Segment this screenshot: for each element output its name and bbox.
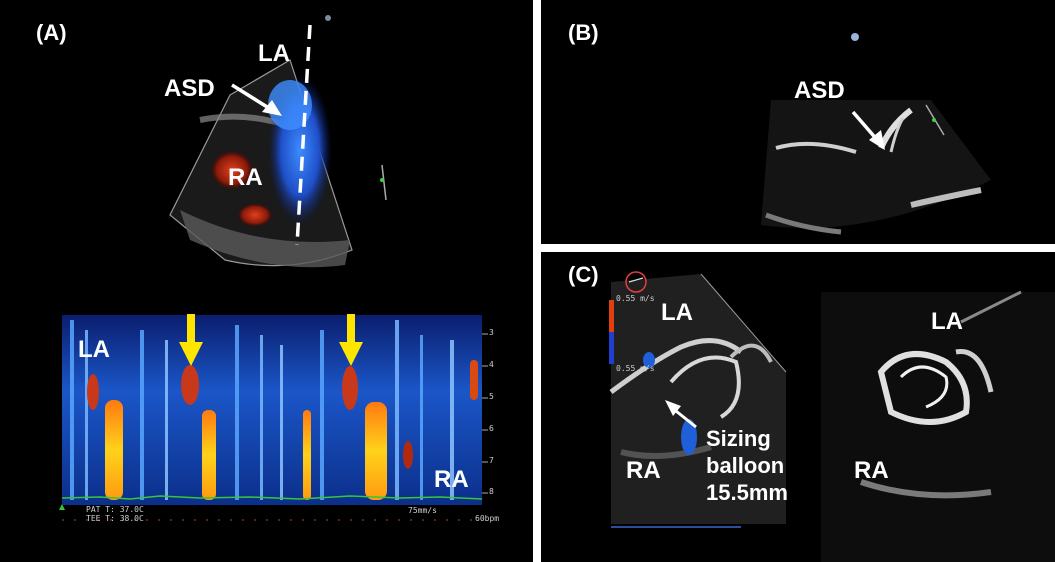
balloon-edge	[669, 355, 741, 419]
doppler-peak-4	[365, 402, 387, 500]
doppler-peak-5	[470, 360, 478, 400]
sector-edge-c	[700, 273, 787, 373]
depth-tick-5: 5	[489, 392, 494, 401]
depth-tick-7: 7	[489, 456, 494, 465]
orientation-indicator	[628, 277, 644, 283]
orientation-icon	[625, 271, 647, 293]
footer-heart-rate: 60bpm	[475, 514, 500, 523]
label-ra-top: RA	[228, 164, 263, 191]
tissue-lower-left	[765, 212, 842, 235]
reversal-4	[403, 441, 413, 469]
focus-marker	[380, 178, 384, 182]
asd-arrow-line	[231, 83, 273, 112]
septum-flap-left	[889, 117, 905, 153]
echo-sector-c-left	[611, 274, 786, 524]
depth-tick-3: 3	[489, 328, 494, 337]
panel-a: (A) LA ASD RA LA RA 3 4 5 6 7 8 PAT T: 3…	[0, 0, 533, 562]
3d-render-area	[821, 292, 1055, 562]
label-la-c-right: LA	[931, 308, 963, 335]
doppler-peak-3	[303, 410, 311, 500]
balloon-line-3: 15.5mm	[706, 480, 788, 505]
panel-a-letter: (A)	[36, 20, 67, 45]
label-ra-bottom: RA	[434, 466, 469, 493]
3d-balloon-inner	[899, 365, 949, 409]
depth-tick-8: 8	[489, 487, 494, 496]
panel-a-graphics	[59, 15, 488, 521]
balloon-top	[729, 343, 773, 363]
panel-b-letter: (B)	[568, 20, 599, 45]
echo-sector-b	[761, 100, 991, 228]
blue-flow-c-small	[643, 352, 655, 368]
balloon-arrow-head	[665, 400, 681, 416]
reversal-1	[87, 374, 99, 410]
panel-b: (B) ASD	[541, 0, 1055, 244]
red-flow-ra	[210, 150, 254, 190]
spectral-doppler	[62, 315, 482, 505]
blue-flow-top	[268, 80, 312, 130]
3d-tissue	[860, 479, 992, 499]
reversal-2	[181, 365, 199, 405]
yellow-arrow-1	[179, 314, 203, 366]
tissue-band	[180, 210, 350, 268]
label-ra-c-left: RA	[626, 457, 661, 484]
footer-sweep-speed: 75mm/s	[408, 506, 437, 515]
probe-dot-b	[851, 33, 859, 41]
tissue-lower-right	[910, 187, 982, 208]
reversal-3	[342, 366, 358, 410]
scale-bottom-label: 0.55 m/s	[616, 364, 655, 373]
doppler-peak-2	[202, 410, 216, 500]
label-la-bottom: LA	[78, 336, 110, 363]
asd-arrow-head	[262, 100, 282, 116]
label-la-c-left: LA	[661, 299, 693, 326]
panel-c-graphics	[609, 271, 1055, 562]
depth-ticks	[482, 333, 488, 494]
color-scale-blue	[609, 332, 614, 364]
red-flow-small	[237, 203, 273, 227]
depth-tick-6: 6	[489, 424, 494, 433]
3d-balloon-outline	[877, 351, 970, 425]
doppler-peak-1	[105, 400, 123, 500]
label-ra-c-right: RA	[854, 457, 889, 484]
tissue-c-left	[620, 444, 712, 459]
ecg-trace	[61, 495, 483, 500]
label-sizing-balloon: Sizing balloon 15.5mm	[706, 425, 788, 506]
footer-tee-temp: TEE T: 38.0C	[86, 514, 144, 523]
panel-b-graphics	[761, 33, 991, 235]
probe-dot	[325, 15, 331, 21]
footer-pat-temp: PAT T: 37.0C	[86, 505, 144, 514]
blue-flow-c	[681, 419, 697, 455]
panel-c: (C) 0.55 m/s 0.55 m/s LA RA Sizing ballo…	[541, 252, 1055, 562]
focus-marker-b	[932, 118, 936, 122]
3d-septum	[955, 349, 994, 393]
doppler-streaks	[70, 320, 454, 500]
label-asd-a: ASD	[164, 75, 215, 102]
balloon-wall-left	[609, 338, 743, 395]
depth-marker	[381, 164, 387, 201]
septum-line-left	[775, 141, 857, 154]
scale-top-label: 0.55 m/s	[616, 294, 655, 303]
balloon-line-1: Sizing	[706, 426, 771, 451]
balloon-line-2: balloon	[706, 453, 785, 478]
depth-tick-4: 4	[489, 360, 494, 369]
3d-edge	[960, 290, 1022, 324]
panel-c-letter: (C)	[568, 262, 599, 287]
label-la-top: LA	[258, 40, 290, 67]
label-asd-b: ASD	[794, 77, 845, 104]
asd-arrow-b-head	[869, 130, 885, 150]
cursor-dashed-line	[295, 24, 312, 246]
ecg-marker	[59, 504, 65, 510]
yellow-arrow-2	[339, 314, 363, 366]
color-scale-red	[609, 300, 614, 332]
